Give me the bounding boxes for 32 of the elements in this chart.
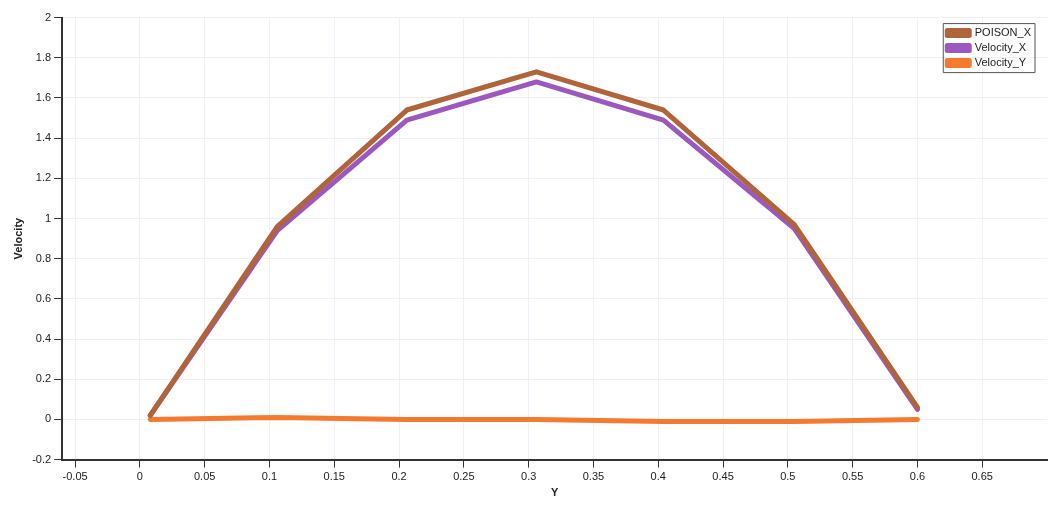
legend-label: Velocity_Y bbox=[974, 56, 1027, 69]
x-tick-label: 0.65 bbox=[971, 470, 993, 483]
x-tick-label: 0.5 bbox=[780, 470, 796, 483]
x-axis-title: Y bbox=[550, 486, 559, 499]
y-tick-label: 1.8 bbox=[35, 50, 52, 63]
x-tick-label: 0.25 bbox=[453, 470, 475, 483]
y-tick-label: -0.2 bbox=[32, 452, 52, 465]
y-tick-label: 2 bbox=[45, 10, 52, 23]
x-tick-label: -0.05 bbox=[62, 470, 88, 483]
legend-label: POISON_X bbox=[974, 26, 1032, 39]
x-tick-label: 0.2 bbox=[391, 470, 407, 483]
y-tick-label: 0.4 bbox=[35, 332, 52, 345]
y-tick-label: 1.2 bbox=[35, 171, 52, 184]
x-tick-label: 0.15 bbox=[323, 470, 345, 483]
x-tick-label: 0.55 bbox=[841, 470, 864, 483]
x-tick-label: 0.3 bbox=[521, 470, 537, 483]
x-tick-label: 0.1 bbox=[261, 470, 278, 483]
y-tick-label: 0 bbox=[45, 412, 52, 425]
x-tick-label: 0.6 bbox=[909, 470, 926, 483]
y-tick-label: 0.2 bbox=[35, 372, 52, 385]
x-tick-label: 0.05 bbox=[193, 470, 216, 483]
y-axis-title: Velocity bbox=[11, 216, 24, 260]
y-tick-label: 1.6 bbox=[35, 90, 52, 103]
y-tick-label: 1 bbox=[45, 211, 52, 224]
x-tick-label: 0 bbox=[136, 470, 143, 483]
x-tick-label: 0.35 bbox=[582, 470, 605, 483]
legend-label: Velocity_X bbox=[974, 41, 1027, 54]
y-tick-label: 1.4 bbox=[35, 131, 52, 144]
x-tick-label: 0.45 bbox=[712, 470, 734, 483]
y-tick-label: 0.8 bbox=[35, 251, 52, 264]
y-tick-label: 0.6 bbox=[35, 291, 52, 304]
x-tick-label: 0.4 bbox=[650, 470, 666, 483]
